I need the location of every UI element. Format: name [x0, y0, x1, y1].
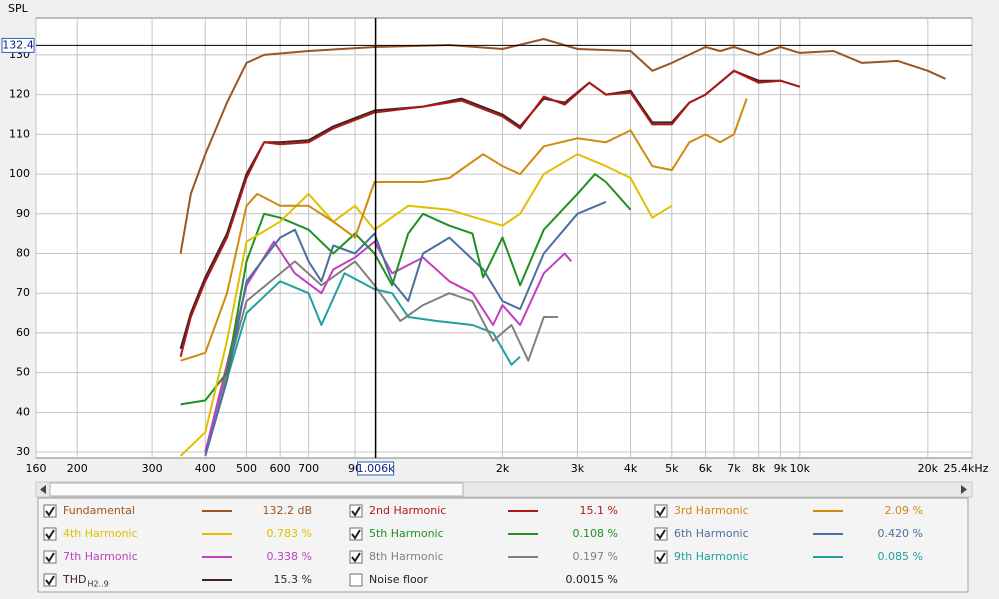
- y-tick-label: 100: [9, 167, 30, 180]
- legend-readout: 0.783 %: [267, 527, 312, 540]
- check-mark: [45, 529, 55, 540]
- legend-name: 9th Harmonic: [674, 550, 749, 563]
- legend-readout: 0.338 %: [267, 550, 312, 563]
- legend-readout: 132.2 dB: [262, 504, 312, 517]
- x-tick-label: 9k: [774, 462, 788, 475]
- x-tick-label: 20k: [918, 462, 939, 475]
- x-tick-label: 10k: [790, 462, 811, 475]
- cursor-x-box: [357, 461, 395, 476]
- series-line: [204, 260, 558, 453]
- check-mark: [45, 575, 55, 586]
- legend-name: Fundamental: [63, 504, 135, 517]
- series-line: [204, 200, 607, 457]
- legend-readout: 0.108 %: [573, 527, 618, 540]
- x-tick-label: 500: [236, 462, 257, 475]
- legend-name: 6th Harmonic: [674, 527, 749, 540]
- y-tick-label: 30: [16, 445, 30, 458]
- series-line: [180, 173, 632, 406]
- legend-name: 8th Harmonic: [369, 550, 444, 563]
- legend-readout: 15.3 %: [274, 573, 312, 586]
- cursor-y-label: 132.4: [2, 38, 34, 51]
- legend-name: THD: [62, 573, 86, 586]
- legend-readout: 0.197 %: [573, 550, 618, 563]
- legend-readout: 0.0015 %: [566, 573, 618, 586]
- legend-readout: 15.1 %: [580, 504, 618, 517]
- x-tick-label: 700: [298, 462, 319, 475]
- series-line: [180, 98, 748, 362]
- x-tick-label: 200: [67, 462, 88, 475]
- x-tick-label: 4k: [624, 462, 638, 475]
- x-tick-label: 5k: [665, 462, 679, 475]
- series-line: [204, 240, 572, 453]
- legend-readout: 0.085 %: [878, 550, 923, 563]
- series-line: [179, 69, 801, 357]
- scroll-left[interactable]: [40, 485, 46, 494]
- y-tick-label: 120: [9, 88, 30, 101]
- x-tick-label: 3k: [571, 462, 585, 475]
- legend-name-subscript: H2..9: [87, 580, 108, 589]
- plot-area: [35, 17, 973, 459]
- y-tick-label: 40: [16, 405, 30, 418]
- legend-panel: [37, 497, 969, 593]
- y-tick-label: 70: [16, 286, 30, 299]
- legend-name: 3rd Harmonic: [674, 504, 749, 517]
- y-axis-label: SPL: [8, 2, 29, 15]
- x-tick-label: 6k: [699, 462, 713, 475]
- legend-name: 7th Harmonic: [63, 550, 138, 563]
- y-tick-label: 60: [16, 326, 30, 339]
- legend-name: 4th Harmonic: [63, 527, 138, 540]
- check-mark: [351, 529, 361, 540]
- scrollbar[interactable]: [35, 481, 973, 498]
- x-tick-label: 25.4kHz: [944, 462, 989, 475]
- x-tick-label: 300: [142, 462, 163, 475]
- check-mark: [45, 552, 55, 563]
- y-tick-label: 50: [16, 366, 30, 379]
- y-tick-label: 90: [16, 207, 30, 220]
- legend-checkbox[interactable]: [349, 573, 363, 587]
- series-line: [179, 153, 673, 457]
- x-tick-label: 400: [195, 462, 216, 475]
- y-tick-label: 80: [16, 246, 30, 259]
- y-tick-label: 110: [9, 127, 30, 140]
- series-line: [179, 38, 946, 254]
- legend-name: 5th Harmonic: [369, 527, 444, 540]
- legend-name: 2nd Harmonic: [369, 504, 446, 517]
- check-mark: [656, 506, 666, 517]
- legend-readout: 2.09 %: [885, 504, 923, 517]
- x-tick-label: 7k: [727, 462, 741, 475]
- scroll-right[interactable]: [961, 485, 967, 494]
- x-tick-label: 600: [270, 462, 291, 475]
- check-mark: [45, 506, 55, 517]
- scroll-thumb[interactable]: [49, 482, 464, 497]
- check-mark: [656, 552, 666, 563]
- series-line: [204, 272, 521, 453]
- x-tick-label: 160: [26, 462, 47, 475]
- check-mark: [351, 506, 361, 517]
- cursor-y-box: [1, 37, 35, 53]
- x-tick-label: 8k: [752, 462, 766, 475]
- x-tick-label: 2k: [496, 462, 510, 475]
- legend-name: Noise floor: [369, 573, 428, 586]
- check-mark: [351, 552, 361, 563]
- legend-readout: 0.420 %: [878, 527, 923, 540]
- cursor-x-label: 1.006k: [357, 462, 395, 475]
- check-mark: [656, 529, 666, 540]
